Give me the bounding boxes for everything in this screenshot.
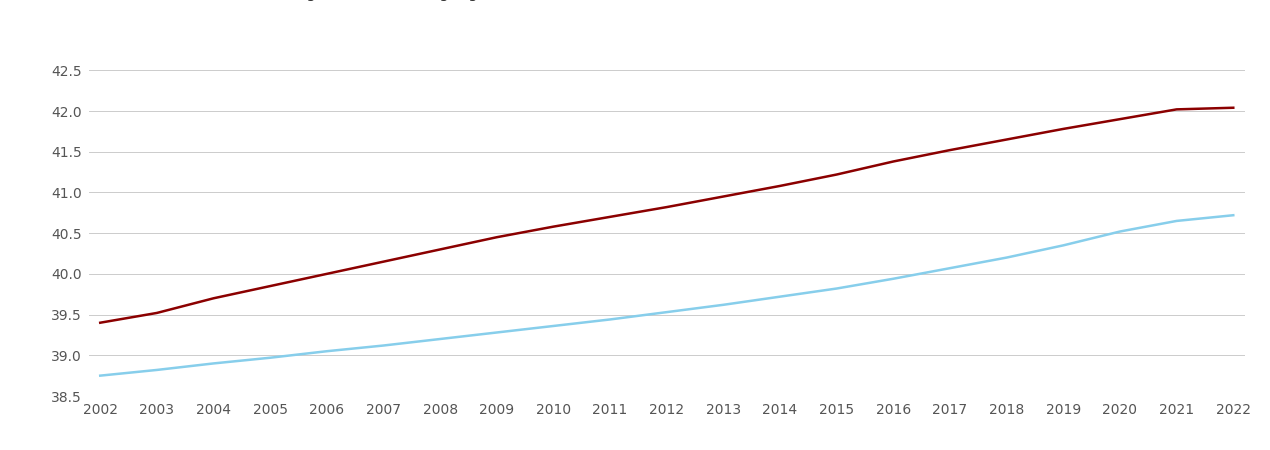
North East <box>150 310 165 315</box>
North East <box>376 259 391 264</box>
North East <box>659 204 674 210</box>
North East <box>1168 107 1184 112</box>
North East <box>1226 105 1241 110</box>
Line: North East: North East <box>100 108 1233 323</box>
North East <box>433 247 448 252</box>
England & Wales avg. age <box>206 361 221 366</box>
North East <box>1113 117 1128 122</box>
North East <box>716 194 732 199</box>
North East <box>206 296 221 301</box>
England & Wales avg. age <box>1055 243 1071 248</box>
England & Wales avg. age <box>1113 229 1128 234</box>
North East <box>263 284 278 289</box>
England & Wales avg. age <box>885 276 900 281</box>
England & Wales avg. age <box>716 302 732 307</box>
England & Wales avg. age <box>263 355 278 360</box>
North East <box>942 148 958 153</box>
North East <box>93 320 108 325</box>
England & Wales avg. age <box>150 367 165 373</box>
North East <box>829 172 845 177</box>
England & Wales avg. age <box>489 330 504 335</box>
England & Wales avg. age <box>433 336 448 342</box>
England & Wales avg. age <box>546 323 561 328</box>
England & Wales avg. age <box>829 286 845 291</box>
North East <box>489 234 504 240</box>
North East <box>1055 126 1071 131</box>
England & Wales avg. age <box>93 373 108 378</box>
England & Wales avg. age <box>772 294 787 299</box>
Line: England & Wales avg. age: England & Wales avg. age <box>100 215 1233 376</box>
North East <box>602 214 617 220</box>
North East <box>999 137 1015 142</box>
England & Wales avg. age <box>942 266 958 271</box>
North East <box>546 224 561 230</box>
England & Wales avg. age <box>1226 212 1241 218</box>
England & Wales avg. age <box>659 310 674 315</box>
North East <box>885 159 900 164</box>
North East <box>319 271 334 277</box>
North East <box>772 183 787 189</box>
Legend: North East, England & Wales avg. age: North East, England & Wales avg. age <box>97 0 488 1</box>
England & Wales avg. age <box>319 348 334 354</box>
England & Wales avg. age <box>999 255 1015 260</box>
England & Wales avg. age <box>602 317 617 322</box>
England & Wales avg. age <box>1168 218 1184 224</box>
England & Wales avg. age <box>376 343 391 348</box>
